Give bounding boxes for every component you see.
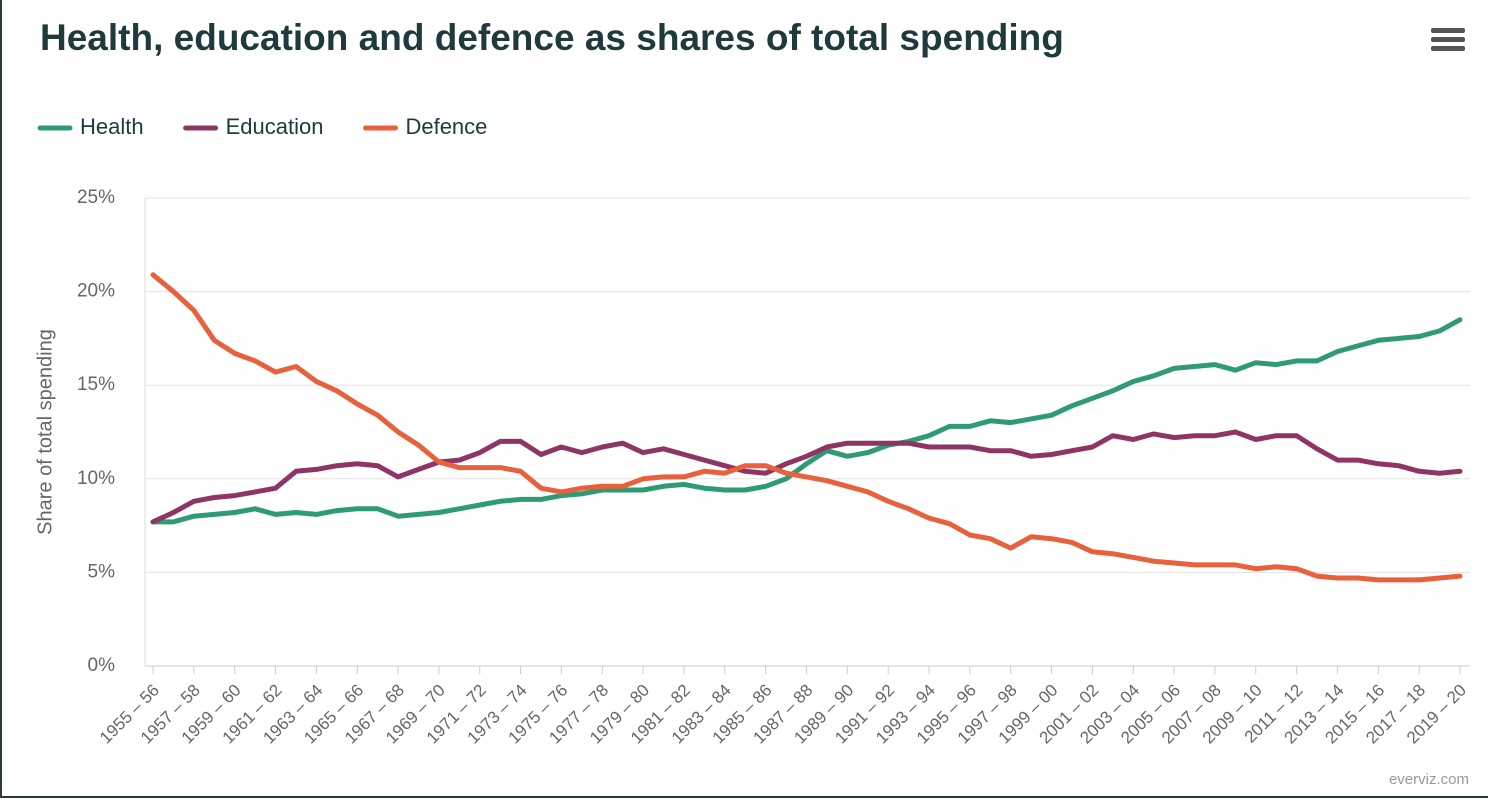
legend-item: Education (183, 114, 324, 139)
y-tick-label: 5% (88, 561, 116, 582)
menu-button[interactable] (1430, 26, 1466, 54)
series-line (150, 317, 1463, 525)
menu-bar (1431, 46, 1465, 51)
credit: everviz.com (1389, 771, 1469, 788)
y-tick-label: 0% (88, 655, 116, 676)
chart-title: Health, education and defence as shares … (40, 17, 1064, 58)
y-tick-label: 15% (77, 374, 115, 395)
legend-label: Education (226, 114, 324, 139)
legend-item: Defence (362, 114, 487, 139)
legend-label: Health (80, 114, 144, 139)
y-axis-label: Share of total spending (34, 329, 56, 535)
menu-bar (1431, 28, 1465, 33)
legend-item: Health (37, 114, 144, 139)
series-line (150, 429, 1463, 525)
series-line (150, 272, 1463, 583)
y-tick-label: 10% (77, 468, 115, 489)
y-tick-label: 20% (77, 281, 115, 302)
y-tick-label: 25% (77, 187, 115, 208)
menu-bar (1431, 37, 1465, 42)
legend-label: Defence (405, 114, 487, 139)
